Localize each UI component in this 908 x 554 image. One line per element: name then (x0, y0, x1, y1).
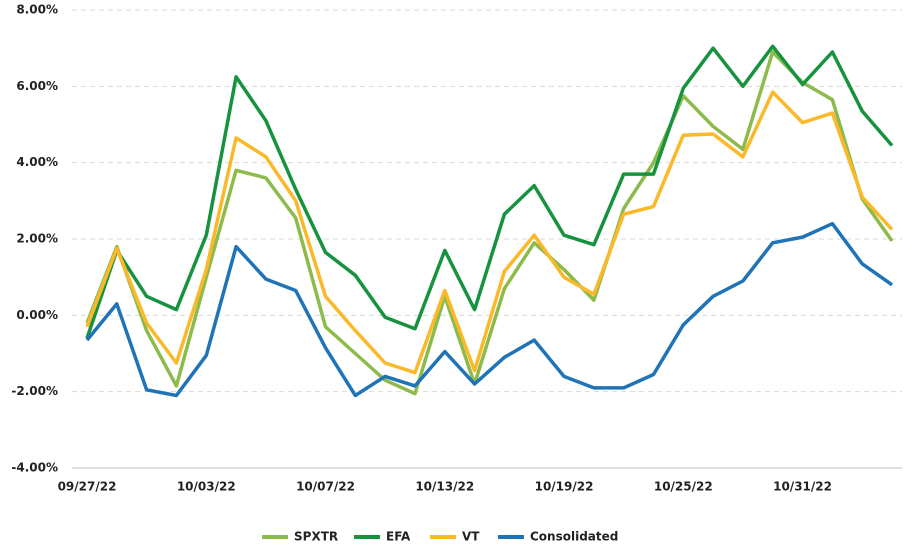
series-line (85, 90, 894, 375)
x-tick-label: 10/19/22 (535, 480, 594, 494)
legend-label: EFA (386, 530, 411, 544)
legend-item: EFA (354, 530, 411, 544)
x-tick-label: 09/27/22 (58, 480, 117, 494)
legend-item: Consolidated (498, 530, 618, 544)
x-tick-label: 10/25/22 (654, 480, 713, 494)
legend-item: SPXTR (262, 530, 338, 544)
y-tick-label: 4.00% (16, 155, 58, 169)
x-tick-label: 10/13/22 (415, 480, 474, 494)
series-line (85, 50, 894, 396)
series-line (85, 221, 894, 398)
legend-label: VT (462, 530, 480, 544)
y-tick-label: 0.00% (16, 308, 58, 322)
y-tick-label: 2.00% (16, 232, 58, 246)
y-tick-label: 8.00% (16, 3, 58, 17)
x-tick-label: 10/03/22 (177, 480, 236, 494)
legend-label: Consolidated (530, 530, 618, 544)
y-tick-label: -4.00% (11, 461, 58, 475)
legend-item: VT (430, 530, 480, 544)
y-tick-label: -2.00% (11, 384, 58, 398)
y-tick-label: 6.00% (16, 79, 58, 93)
x-tick-label: 10/07/22 (296, 480, 355, 494)
x-tick-label: 10/31/22 (773, 480, 832, 494)
legend-label: SPXTR (294, 530, 338, 544)
series-line (85, 44, 894, 339)
